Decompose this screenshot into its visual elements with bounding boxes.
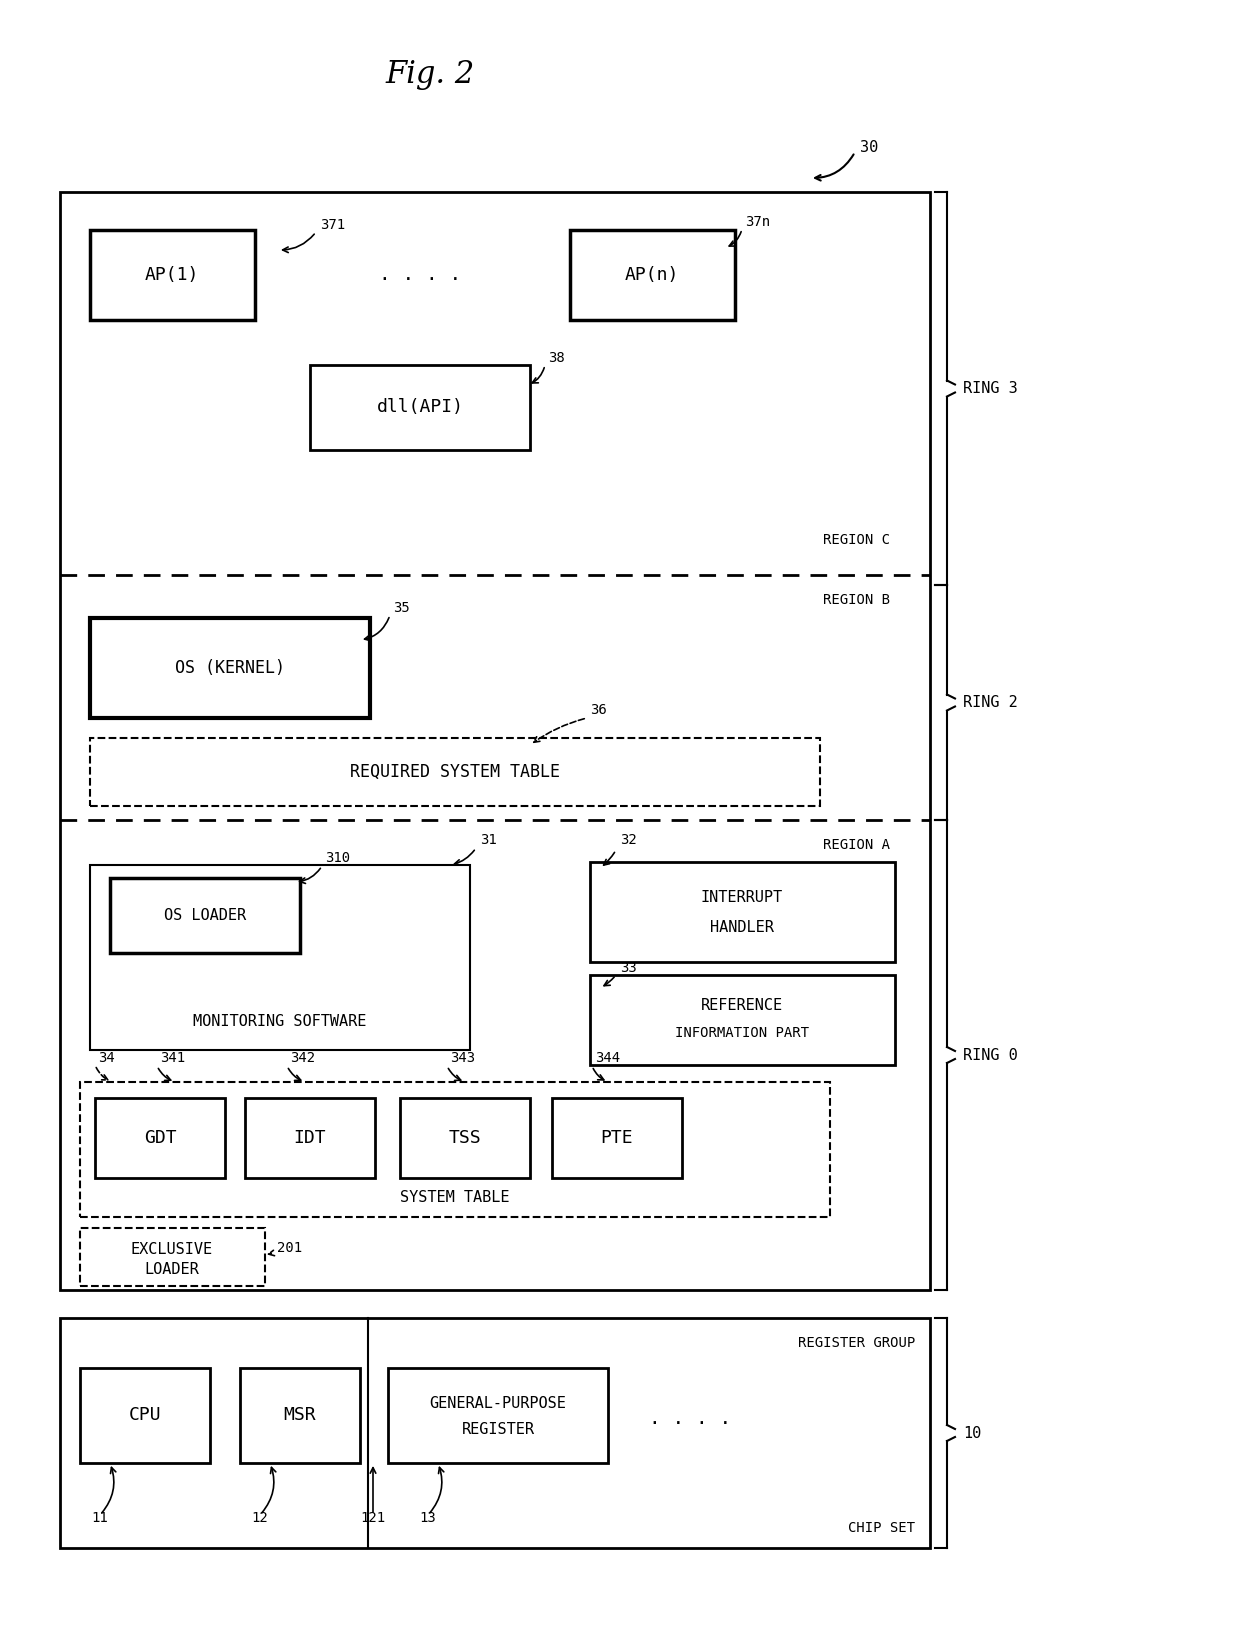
Text: 343: 343 — [450, 1052, 475, 1065]
Text: RING 3: RING 3 — [963, 381, 1018, 396]
Text: TSS: TSS — [449, 1128, 481, 1148]
Text: SYSTEM TABLE: SYSTEM TABLE — [401, 1190, 510, 1205]
Text: 11: 11 — [92, 1511, 108, 1525]
Text: 12: 12 — [252, 1511, 268, 1525]
Text: REGISTER: REGISTER — [461, 1423, 534, 1438]
Text: GENERAL-PURPOSE: GENERAL-PURPOSE — [429, 1395, 567, 1410]
Text: 37n: 37n — [745, 215, 770, 230]
Bar — [401, 1097, 529, 1179]
Text: RING 0: RING 0 — [963, 1047, 1018, 1063]
Bar — [60, 1319, 930, 1548]
Text: RING 2: RING 2 — [963, 695, 1018, 710]
Bar — [388, 1368, 608, 1464]
Text: OS LOADER: OS LOADER — [164, 907, 246, 923]
Text: HANDLER: HANDLER — [711, 920, 774, 934]
Text: MSR: MSR — [284, 1407, 316, 1424]
Text: 310: 310 — [325, 851, 350, 864]
Text: 31: 31 — [480, 834, 497, 847]
Bar — [81, 1368, 210, 1464]
Text: 38: 38 — [548, 352, 564, 365]
Bar — [241, 1368, 360, 1464]
Text: REFERENCE: REFERENCE — [701, 998, 784, 1013]
Bar — [91, 864, 470, 1050]
Text: 201: 201 — [277, 1241, 303, 1255]
Text: 33: 33 — [620, 961, 637, 975]
Text: INFORMATION PART: INFORMATION PART — [675, 1026, 808, 1040]
Text: CHIP SET: CHIP SET — [848, 1521, 915, 1535]
Text: REGION C: REGION C — [823, 532, 890, 547]
Bar — [95, 1097, 224, 1179]
Text: EXCLUSIVE: EXCLUSIVE — [131, 1242, 213, 1257]
Text: IDT: IDT — [294, 1128, 326, 1148]
Text: 341: 341 — [160, 1052, 185, 1065]
Bar — [110, 877, 300, 952]
Bar — [552, 1097, 682, 1179]
Text: AP(n): AP(n) — [625, 265, 680, 283]
Text: REQUIRED SYSTEM TABLE: REQUIRED SYSTEM TABLE — [350, 764, 560, 781]
Bar — [91, 230, 255, 321]
Text: dll(API): dll(API) — [377, 397, 464, 417]
Bar — [81, 1083, 830, 1218]
Bar — [91, 737, 820, 806]
Text: 36: 36 — [590, 703, 606, 716]
Bar — [81, 1228, 265, 1286]
Text: 13: 13 — [419, 1511, 436, 1525]
Text: . . . .: . . . . — [649, 1408, 732, 1428]
Text: MONITORING SOFTWARE: MONITORING SOFTWARE — [193, 1014, 367, 1029]
Text: REGION A: REGION A — [823, 838, 890, 851]
Text: PTE: PTE — [600, 1128, 634, 1148]
Text: Fig. 2: Fig. 2 — [386, 60, 475, 91]
Bar — [60, 192, 930, 1289]
Text: 32: 32 — [620, 834, 637, 847]
Bar — [590, 861, 895, 962]
Text: INTERRUPT: INTERRUPT — [701, 889, 784, 905]
Text: . . . .: . . . . — [379, 265, 461, 285]
Text: REGION B: REGION B — [823, 593, 890, 607]
Text: 30: 30 — [861, 140, 878, 156]
Text: 35: 35 — [393, 601, 409, 615]
Text: 344: 344 — [595, 1052, 620, 1065]
Text: OS (KERNEL): OS (KERNEL) — [175, 659, 285, 677]
Text: 10: 10 — [963, 1426, 981, 1441]
Bar — [310, 365, 529, 449]
Text: LOADER: LOADER — [145, 1262, 200, 1278]
Text: 371: 371 — [320, 218, 345, 233]
Text: 342: 342 — [290, 1052, 315, 1065]
Text: GDT: GDT — [144, 1128, 176, 1148]
Bar — [570, 230, 735, 321]
Text: 34: 34 — [98, 1052, 115, 1065]
Text: 121: 121 — [361, 1511, 386, 1525]
Text: AP(1): AP(1) — [145, 265, 200, 283]
Text: CPU: CPU — [129, 1407, 161, 1424]
Bar — [91, 619, 370, 718]
Text: REGISTER GROUP: REGISTER GROUP — [797, 1337, 915, 1350]
Bar — [246, 1097, 374, 1179]
Bar — [590, 975, 895, 1065]
